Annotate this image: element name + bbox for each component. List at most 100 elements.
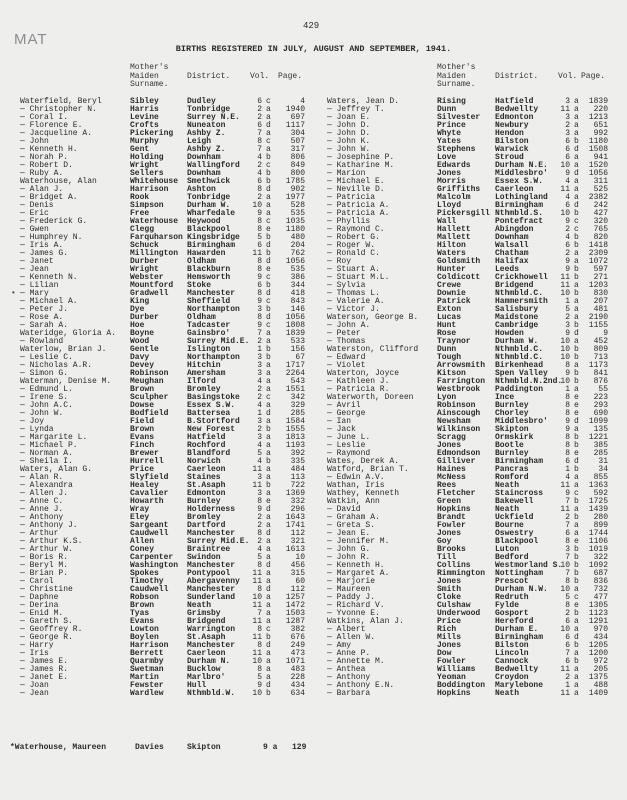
page-number-cell: 112 bbox=[290, 529, 305, 538]
registration-district: Caerleon bbox=[187, 465, 226, 474]
volume-number: 9 bbox=[565, 329, 570, 338]
registration-district: Braintree bbox=[187, 545, 231, 554]
registration-district: Essex S.W. bbox=[495, 177, 544, 186]
mother-maiden-surname: Crofts bbox=[130, 121, 159, 130]
mother-maiden-surname: Sellers bbox=[130, 169, 164, 178]
registration-district: Burnley bbox=[495, 401, 529, 410]
mother-maiden-surname: Dye bbox=[130, 305, 145, 314]
volume-number: 10 bbox=[560, 625, 570, 634]
page-number-cell: 113 bbox=[290, 473, 305, 482]
mother-maiden-surname: Jones bbox=[437, 641, 462, 650]
registration-district: New Forest bbox=[187, 425, 236, 434]
page-number-cell: 427 bbox=[593, 209, 608, 218]
registration-district: Neath bbox=[495, 481, 520, 490]
volume-section: b bbox=[266, 249, 271, 258]
page-number-cell: 1019 bbox=[588, 545, 608, 554]
page-number-cell: 651 bbox=[593, 121, 608, 130]
child-name: — Enid M. bbox=[20, 609, 64, 618]
mother-maiden-surname: Coney bbox=[130, 545, 155, 554]
page-number-cell: 1744 bbox=[588, 529, 608, 538]
header-page: Page. bbox=[581, 71, 606, 81]
child-name: — Irene S. bbox=[20, 393, 69, 402]
child-name: — Anthony bbox=[20, 513, 64, 522]
registration-district: Hereford bbox=[495, 617, 534, 626]
mother-maiden-surname: Levine bbox=[130, 113, 159, 122]
page-number-cell: 1409 bbox=[588, 689, 608, 698]
volume-number: 4 bbox=[257, 153, 262, 162]
registration-district: Durham N.E. bbox=[495, 161, 548, 170]
page-number-cell: 535 bbox=[290, 209, 305, 218]
volume-section: a bbox=[574, 665, 579, 674]
volume-number: 2 bbox=[565, 249, 570, 258]
child-name: — Robert D. bbox=[20, 161, 73, 170]
registration-district: Neath bbox=[187, 601, 212, 610]
volume-section: b bbox=[266, 177, 271, 186]
page-number-cell: 830 bbox=[593, 289, 608, 298]
volume-section: a bbox=[266, 577, 271, 586]
mother-maiden-surname: Dunn bbox=[437, 105, 457, 114]
mother-maiden-surname: Lloyd bbox=[437, 201, 462, 210]
volume-section: d bbox=[574, 145, 579, 154]
registration-district: Blandford bbox=[187, 449, 231, 458]
volume-section: a bbox=[266, 593, 271, 602]
registration-district: Downham bbox=[495, 233, 529, 242]
volume-number: 2 bbox=[257, 105, 262, 114]
registration-district: Bridgend bbox=[187, 617, 226, 626]
mother-maiden-surname: Murphy bbox=[130, 137, 159, 146]
volume-section: a bbox=[266, 649, 271, 658]
registration-district: Nottingham bbox=[495, 569, 544, 578]
mother-maiden-surname: Durber bbox=[130, 257, 159, 266]
child-name: — Maureen bbox=[327, 585, 371, 594]
volume-number: 7 bbox=[565, 497, 570, 506]
volume-number: 8 bbox=[565, 537, 570, 546]
mother-maiden-surname: Webster bbox=[130, 273, 164, 282]
page-number-cell: 480 bbox=[290, 233, 305, 242]
mother-maiden-surname: Underwood bbox=[437, 609, 481, 618]
volume-number: 6 bbox=[565, 145, 570, 154]
header-district: District. bbox=[187, 71, 231, 81]
volume-section: e bbox=[266, 497, 271, 506]
volume-section: b bbox=[266, 169, 271, 178]
mother-maiden-surname: Hallett bbox=[437, 225, 471, 234]
registration-district: Bilston bbox=[495, 641, 529, 650]
volume-number: 9 bbox=[565, 417, 570, 426]
registration-district: Northampton bbox=[187, 305, 240, 314]
child-name: — Iris bbox=[20, 649, 49, 658]
volume-section: b bbox=[574, 577, 579, 586]
page-number-cell: 320 bbox=[593, 217, 608, 226]
page-number-cell: 1977 bbox=[285, 193, 305, 202]
volume-number: 6 bbox=[565, 153, 570, 162]
registration-district: Islington bbox=[187, 345, 231, 354]
volume-section: b bbox=[574, 209, 579, 218]
child-name: — Derina bbox=[20, 601, 59, 610]
mother-maiden-surname: Wardlew bbox=[130, 689, 164, 698]
volume-number: 4 bbox=[257, 401, 262, 410]
registration-district: Nthmbld.W. bbox=[187, 689, 236, 698]
mother-maiden-surname: Gilliver bbox=[437, 457, 476, 466]
registration-district: Oswestry bbox=[495, 529, 534, 538]
volume-number: 3 bbox=[257, 353, 262, 362]
mother-maiden-surname: Clegg bbox=[130, 225, 155, 234]
registration-district: Bourne bbox=[495, 521, 524, 530]
volume-section: d bbox=[574, 417, 579, 426]
volume-section: a bbox=[574, 673, 579, 682]
child-name: — Sylvia bbox=[327, 281, 366, 290]
registration-district: Durham E. bbox=[495, 625, 539, 634]
registration-district: Surrey Mid.E. bbox=[187, 337, 250, 346]
registration-district: Middlesbro' bbox=[495, 417, 548, 426]
volume-section: a bbox=[574, 385, 579, 394]
child-name: Waterworth, Doreen bbox=[327, 393, 414, 402]
volume-number: 10 bbox=[560, 161, 570, 170]
registration-district: Nthmbld.C. bbox=[495, 353, 544, 362]
child-name: — Iris A. bbox=[20, 241, 64, 250]
volume-section: d bbox=[266, 505, 271, 514]
page-number-cell: 4 bbox=[300, 97, 305, 106]
registration-district: Neath bbox=[495, 689, 520, 698]
volume-section: a bbox=[574, 281, 579, 290]
volume-section: e bbox=[574, 393, 579, 402]
child-name: — Mary bbox=[20, 289, 49, 298]
page-number-cell: 60 bbox=[295, 577, 305, 586]
child-name: — Norah P. bbox=[20, 153, 69, 162]
volume-number: 9 bbox=[257, 321, 262, 330]
page-number-cell: 477 bbox=[593, 593, 608, 602]
